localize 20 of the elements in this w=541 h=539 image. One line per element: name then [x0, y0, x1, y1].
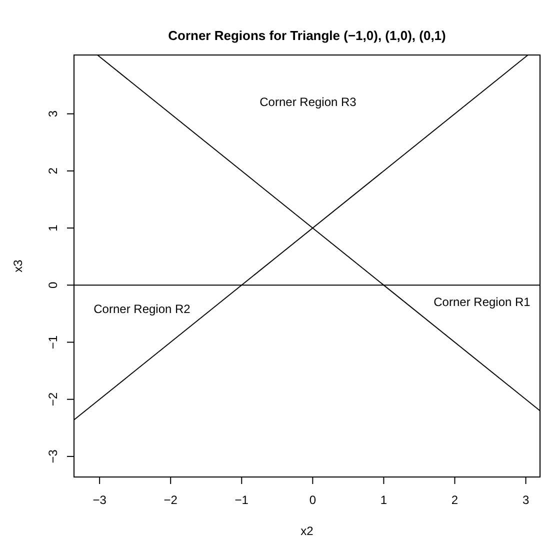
- y-tick-label: 0: [46, 281, 60, 288]
- y-tick-label: −2: [46, 392, 60, 406]
- x-tick-label: −2: [164, 493, 178, 507]
- x-tick-label: 1: [380, 493, 388, 507]
- y-tick-label: −1: [46, 335, 60, 350]
- x-tick-label: 2: [451, 493, 458, 507]
- y-tick-label: 1: [46, 224, 60, 232]
- x-tick-label: −3: [92, 493, 107, 507]
- y-tick-label: 2: [46, 167, 60, 174]
- y-axis-title: x3: [11, 259, 25, 272]
- x-tick-label: 0: [309, 493, 316, 507]
- x-tick-label: 3: [522, 493, 530, 507]
- chart-title: Corner Regions for Triangle (−1,0), (1,0), (0,1): [168, 28, 446, 43]
- x-axis-title: x2: [300, 524, 314, 538]
- annotation: Corner Region R3: [260, 95, 357, 110]
- annotation: Corner Region R1: [434, 295, 531, 310]
- y-tick-label: −3: [46, 449, 60, 464]
- annotation: Corner Region R2: [94, 302, 191, 316]
- y-tick-label: 3: [46, 110, 60, 118]
- x-tick-label: −1: [234, 493, 249, 507]
